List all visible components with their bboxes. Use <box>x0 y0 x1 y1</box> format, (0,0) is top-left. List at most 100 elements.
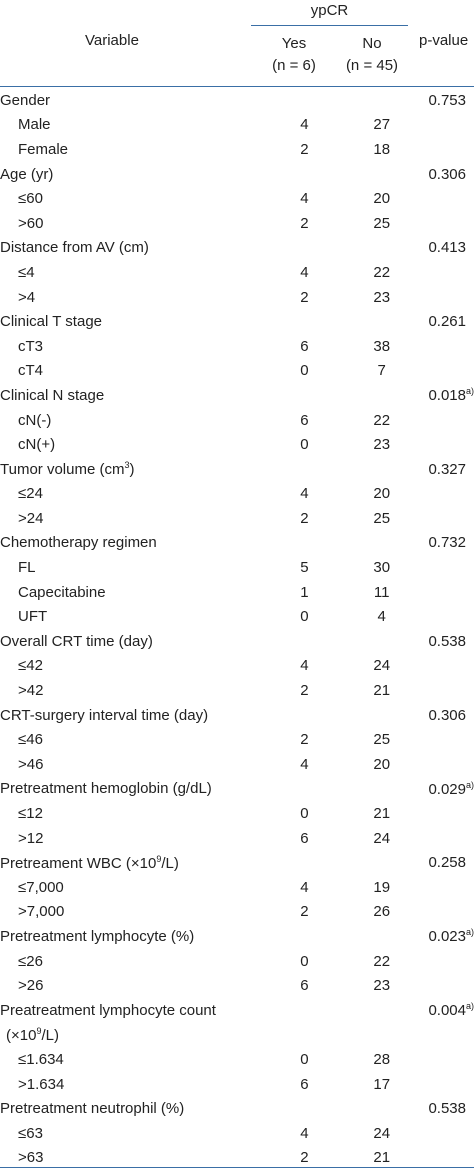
pvalue-cell: 0.023a) <box>420 924 474 949</box>
yes-cell: 4 <box>300 657 309 675</box>
yes-label: Yes <box>281 35 307 52</box>
row-label: >7,000 <box>0 900 266 925</box>
no-cell <box>343 88 420 113</box>
pvalue-cell <box>420 211 474 236</box>
label-superscript: 9 <box>156 853 162 864</box>
row-label-text: FL <box>18 559 36 577</box>
row-label: >42 <box>0 678 266 703</box>
row-label: >12 <box>0 826 266 851</box>
pvalue-cell <box>420 875 474 900</box>
no-cell <box>343 309 420 334</box>
pvalue-text: 0.753 <box>428 91 466 109</box>
no-cell: 20 <box>373 190 391 208</box>
no-cell: 25 <box>373 509 391 527</box>
row-label-text: Female <box>18 140 69 158</box>
row-label-text: Clinical T stage <box>0 313 102 331</box>
pvalue-cell <box>420 1072 474 1097</box>
row-label-text: cT4 <box>18 362 44 380</box>
yes-cell: 4 <box>300 116 309 134</box>
row-label: ≤60 <box>0 186 266 211</box>
row-label-text: Male <box>18 116 51 134</box>
no-cell <box>343 703 420 728</box>
row-label-text: ≤4 <box>18 263 35 281</box>
pvalue-cell <box>420 260 474 285</box>
table-header: Variable ypCR Yes (n = 6) No (n = 45) p-… <box>0 0 474 88</box>
pvalue-text: 0.538 <box>428 1100 466 1118</box>
row-label-text: ≤42 <box>18 657 43 675</box>
row-label: Clinical N stage <box>0 383 266 408</box>
row-label: FL <box>0 555 266 580</box>
row-label-text: ≤26 <box>18 952 43 970</box>
row-label: Capecitabine <box>0 580 266 605</box>
table-row: Age (yr) 0.306 <box>0 162 474 187</box>
row-label: ≤4 <box>0 260 266 285</box>
pvalue-cell <box>420 752 474 777</box>
table-row: ≤46 2 25 <box>0 727 474 752</box>
yes-cell: 0 <box>300 362 309 380</box>
yes-cell: 0 <box>300 805 309 823</box>
no-cell: 4 <box>377 608 386 626</box>
row-label: Pretreatment neutrophil (%) <box>0 1096 266 1121</box>
pvalue-cell: 0.018a) <box>420 383 474 408</box>
no-cell: 23 <box>373 436 391 454</box>
row-label: >26 <box>0 973 266 998</box>
no-cell: 24 <box>373 657 391 675</box>
row-label: >63 <box>0 1146 266 1170</box>
table-row: (×109/L) <box>0 1023 474 1048</box>
yes-cell <box>266 88 343 113</box>
no-cell <box>343 1023 420 1048</box>
row-label: ≤63 <box>0 1121 266 1146</box>
yes-cell: 6 <box>300 411 309 429</box>
pvalue-cell <box>420 580 474 605</box>
row-label-text: Gender <box>0 91 51 109</box>
row-label: cT4 <box>0 359 266 384</box>
no-cell <box>343 924 420 949</box>
row-label: Gender <box>0 88 266 113</box>
pvalue-text: 0.538 <box>428 632 466 650</box>
yes-cell: 6 <box>300 829 309 847</box>
no-cell: 19 <box>373 878 391 896</box>
table-row: Pretreatment hemoglobin (g/dL) 0.029a) <box>0 777 474 802</box>
table-row: CRT-surgery interval time (day) 0.306 <box>0 703 474 728</box>
yes-count: (n = 6) <box>272 57 316 74</box>
row-label-text: >63 <box>18 1149 44 1167</box>
no-cell <box>343 162 420 187</box>
no-cell <box>343 998 420 1023</box>
table-row: Gender 0.753 <box>0 88 474 113</box>
no-cell <box>343 457 420 482</box>
table-row: >24 2 25 <box>0 506 474 531</box>
table-row: ≤24 4 20 <box>0 482 474 507</box>
no-cell: 24 <box>373 1124 391 1142</box>
table-row: >1.634 6 17 <box>0 1072 474 1097</box>
pvalue-cell <box>420 973 474 998</box>
row-label: ≤26 <box>0 949 266 974</box>
no-cell <box>343 1096 420 1121</box>
ypcr-rule <box>251 25 408 26</box>
no-cell: 25 <box>373 731 391 749</box>
row-label-text: Tumor volume (cm <box>0 461 125 479</box>
table-row: ≤26 0 22 <box>0 949 474 974</box>
pvalue-text: 0.306 <box>428 706 466 724</box>
no-cell: 26 <box>373 903 391 921</box>
row-label: ≤46 <box>0 727 266 752</box>
pvalue-footnote: a) <box>465 1001 474 1012</box>
no-cell: 30 <box>373 559 391 577</box>
table-row: Distance from AV (cm) 0.413 <box>0 236 474 261</box>
table-row: >26 6 23 <box>0 973 474 998</box>
pvalue-cell <box>420 359 474 384</box>
row-label: ≤1.634 <box>0 1047 266 1072</box>
row-label-text: ≤1.634 <box>18 1050 64 1068</box>
row-label-text: ≤7,000 <box>18 878 64 896</box>
yes-cell: 0 <box>300 608 309 626</box>
yes-cell: 0 <box>300 1050 309 1068</box>
pvalue-text: 0.261 <box>428 313 466 331</box>
pvalue-cell <box>420 801 474 826</box>
pvalue-header: p-value <box>419 32 469 49</box>
row-label: Pretreatment hemoglobin (g/dL) <box>0 777 266 802</box>
row-label: Male <box>0 113 266 138</box>
no-cell <box>343 629 420 654</box>
pvalue-cell <box>420 727 474 752</box>
row-label-text: Chemotherapy regimen <box>0 534 157 552</box>
pvalue-cell <box>420 113 474 138</box>
row-label: ≤42 <box>0 654 266 679</box>
